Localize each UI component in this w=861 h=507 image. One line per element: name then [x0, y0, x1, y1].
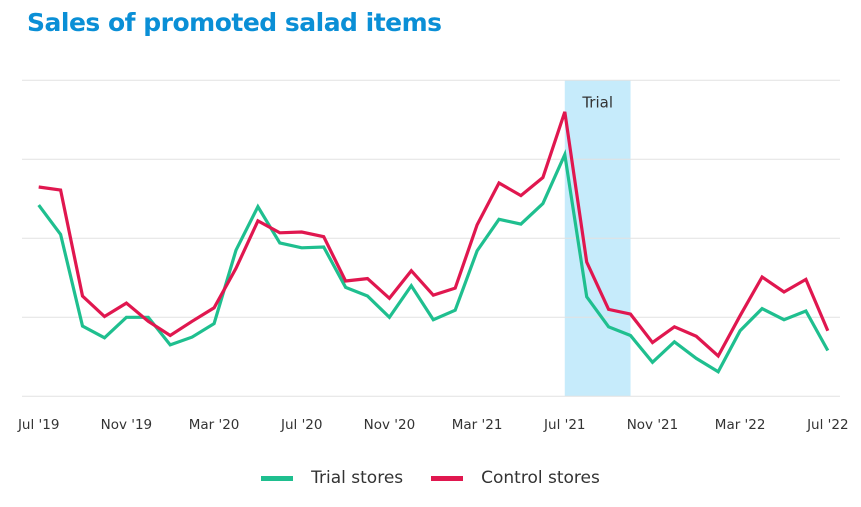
x-tick-label: Mar '22 — [715, 417, 766, 433]
legend: Trial stores Control stores — [0, 468, 861, 488]
x-tick-label: Jul '22 — [806, 417, 848, 433]
legend-swatch-trial — [261, 475, 294, 481]
x-tick-label: Jul '19 — [17, 417, 59, 433]
line-chart: Trial Jul '19 Nov '19 Mar '20 Jul '20 Nov '20… — [17, 79, 849, 433]
chart-title: Sales of promoted salad items — [27, 8, 442, 37]
x-tick-label: Nov '21 — [627, 417, 679, 433]
legend-item-trial: Trial stores — [261, 468, 403, 488]
x-tick-label: Mar '20 — [189, 417, 240, 433]
legend-swatch-control — [431, 475, 464, 481]
legend-label-trial: Trial stores — [311, 468, 404, 488]
legend-item-control: Control stores — [431, 468, 600, 488]
series-line-trial — [37, 148, 830, 375]
x-tick-label: Jul '20 — [280, 417, 322, 433]
x-tick-label: Jul '21 — [543, 417, 585, 433]
x-tick-label: Nov '19 — [101, 417, 153, 433]
x-tick-label: Mar '21 — [452, 417, 503, 433]
x-tick-label: Nov '20 — [364, 417, 416, 433]
trial-band-label: Trial — [581, 93, 613, 111]
legend-label-control: Control stores — [481, 468, 600, 488]
